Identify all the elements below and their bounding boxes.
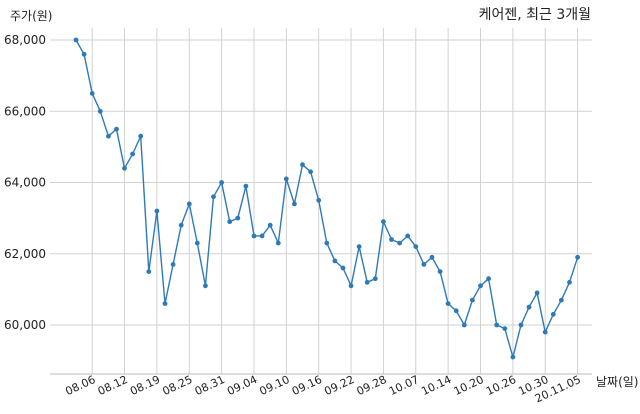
data-point xyxy=(170,262,176,267)
price-series-line xyxy=(75,39,579,358)
y-tick-label: 64,000 xyxy=(4,176,46,190)
data-point xyxy=(178,222,184,228)
data-point xyxy=(146,269,152,274)
data-point xyxy=(389,237,394,242)
data-point xyxy=(559,297,564,303)
data-point xyxy=(130,151,136,157)
data-point xyxy=(162,301,168,306)
data-point xyxy=(453,308,459,314)
y-tick-label: 62,000 xyxy=(4,247,46,261)
data-point xyxy=(445,301,451,306)
data-point xyxy=(186,201,192,207)
data-point xyxy=(405,233,411,239)
y-tick-label: 60,000 xyxy=(4,318,46,332)
data-point xyxy=(340,265,346,271)
data-point xyxy=(518,322,524,328)
data-point xyxy=(437,269,443,274)
x-tick-label: 08.06 xyxy=(63,373,97,398)
data-point xyxy=(194,240,200,246)
data-point xyxy=(397,240,402,246)
data-point xyxy=(550,311,556,317)
data-point xyxy=(243,183,249,189)
data-point xyxy=(534,290,540,296)
data-point xyxy=(364,279,370,285)
data-point xyxy=(526,304,532,310)
data-point xyxy=(259,233,265,239)
data-point xyxy=(381,219,386,225)
x-axis-title: 날짜(일) xyxy=(596,375,638,389)
data-point xyxy=(227,219,233,225)
data-point xyxy=(372,276,378,282)
x-tick-labels: 08.0608.1208.1908.2508.3109.0409.1009.16… xyxy=(63,373,582,405)
gridlines xyxy=(50,28,592,374)
data-point xyxy=(292,201,297,207)
x-tick-label: 10.07 xyxy=(387,373,421,398)
data-point xyxy=(154,208,160,214)
x-tick-label: 10.14 xyxy=(419,373,453,398)
x-tick-label: 08.12 xyxy=(96,373,130,398)
data-point xyxy=(461,322,467,328)
x-tick-label: 08.31 xyxy=(193,373,227,398)
data-point xyxy=(542,329,548,335)
price-series-points xyxy=(73,37,580,360)
data-point xyxy=(429,254,435,260)
y-tick-label: 66,000 xyxy=(4,104,46,118)
data-point xyxy=(114,126,119,132)
y-tick-label: 68,000 xyxy=(4,33,46,47)
y-tick-labels: 60,000 62,000 64,000 66,000 68,000 xyxy=(4,33,46,332)
x-tick-label: 09.10 xyxy=(258,373,292,398)
data-point xyxy=(332,258,338,264)
data-point xyxy=(73,37,79,43)
data-point xyxy=(203,283,208,289)
data-point xyxy=(235,215,241,221)
data-point xyxy=(567,279,572,285)
data-point xyxy=(324,240,330,246)
data-point xyxy=(510,354,516,360)
data-point xyxy=(89,91,95,96)
data-point xyxy=(413,244,419,250)
data-point xyxy=(308,169,313,175)
data-point xyxy=(211,194,216,200)
data-point xyxy=(81,51,87,57)
data-point xyxy=(219,180,225,185)
data-point xyxy=(106,133,111,139)
data-point xyxy=(348,283,354,289)
y-axis-title: 주가(원) xyxy=(10,9,52,23)
data-point xyxy=(494,322,500,328)
data-point xyxy=(486,276,491,282)
x-tick-label: 08.19 xyxy=(128,373,162,398)
x-tick-label: 10.26 xyxy=(484,373,518,398)
x-tick-label: 09.28 xyxy=(355,373,389,398)
data-point xyxy=(421,262,427,267)
data-point xyxy=(316,197,322,203)
data-point xyxy=(356,244,362,250)
x-tick-label: 09.04 xyxy=(225,373,259,398)
data-point xyxy=(122,165,127,171)
data-point xyxy=(575,254,580,260)
x-tick-label: 10.20 xyxy=(452,373,486,398)
data-point xyxy=(267,222,273,228)
x-tick-label: 08.25 xyxy=(160,373,194,398)
data-point xyxy=(478,283,483,289)
data-point xyxy=(283,176,289,182)
x-tick-label: 09.22 xyxy=(322,373,356,398)
x-tick-label: 09.16 xyxy=(290,373,324,398)
data-point xyxy=(275,240,281,246)
chart-title: 케어젠, 최근 3개월 xyxy=(479,7,591,23)
data-point xyxy=(502,326,508,331)
data-point xyxy=(300,162,305,168)
data-point xyxy=(251,233,257,239)
data-point xyxy=(97,108,103,114)
data-point xyxy=(470,297,475,303)
data-point xyxy=(138,133,144,139)
